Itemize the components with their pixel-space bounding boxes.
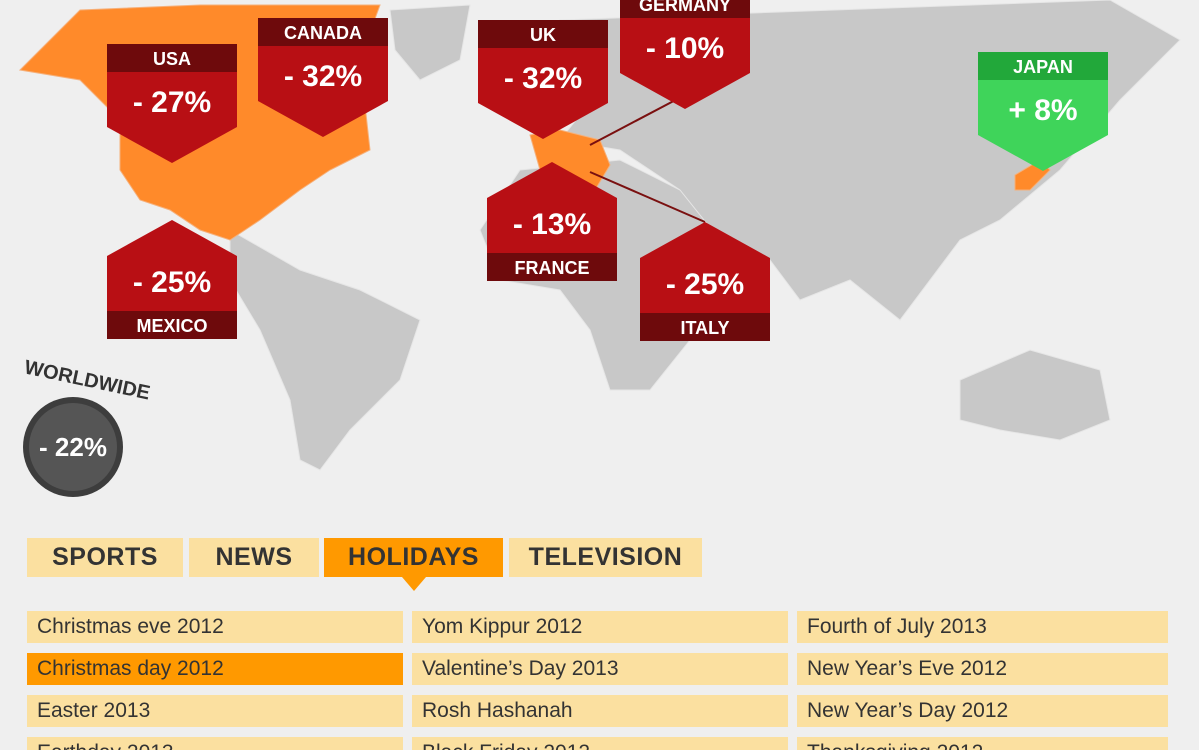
callout-body (478, 48, 608, 139)
list-item[interactable]: Thanksgiving 2012 (797, 737, 1168, 750)
list-item[interactable]: Valentine’s Day 2013 (412, 653, 788, 685)
callout: USA - 27% (107, 44, 237, 163)
callout-body (640, 222, 770, 313)
callout-label-bar (107, 311, 237, 339)
callout: GERMANY - 10% (620, 0, 750, 109)
callout: UK - 32% (478, 20, 608, 139)
tab[interactable]: NEWS (189, 538, 319, 577)
callout-body (107, 72, 237, 163)
list-item[interactable]: Yom Kippur 2012 (412, 611, 788, 643)
worldwide-label: WORLDWIDE (22, 356, 152, 404)
australia (959, 349, 1111, 441)
list-item[interactable]: Easter 2013 (27, 695, 403, 727)
country-name: FRANCE (515, 258, 590, 278)
percent-change: + 8% (1008, 94, 1077, 127)
list-item[interactable]: Black Friday 2012 (412, 737, 788, 750)
holiday-list: Christmas eve 2012 Yom Kippur 2012 Fourth … (0, 600, 1199, 750)
greenland (389, 4, 471, 81)
list-item[interactable]: New Year’s Eve 2012 (797, 653, 1168, 685)
callout-label-bar (620, 0, 750, 18)
connector-lines (589, 94, 706, 223)
percent-change: - 32% (504, 62, 582, 95)
tab[interactable]: TELEVISION (509, 538, 702, 577)
country-name: CANADA (284, 23, 362, 43)
callout-label-bar (107, 44, 237, 72)
country-name: USA (153, 49, 191, 69)
country-name: MEXICO (136, 316, 207, 336)
callout: ITALY - 25% (640, 222, 770, 341)
callout: CANADA - 32% (258, 18, 388, 137)
callouts: USA - 27% CANADA - 32% UK - 32% GERMANY - 10% JA… (107, 0, 1108, 341)
list-item[interactable]: Rosh Hashanah (412, 695, 788, 727)
country-name: UK (530, 25, 556, 45)
callout-body (487, 162, 617, 253)
country-name: ITALY (680, 318, 729, 338)
callout-body (978, 80, 1108, 171)
percent-change: - 10% (646, 32, 724, 65)
callout-label-bar (258, 18, 388, 46)
callout: JAPAN + 8% (978, 52, 1108, 171)
list-item[interactable]: Fourth of July 2013 (797, 611, 1168, 643)
callout-label-bar (487, 253, 617, 281)
list-item[interactable]: New Year’s Day 2012 (797, 695, 1168, 727)
worldwide-badge: WORLDWIDE - 22% (22, 356, 152, 497)
connector (589, 171, 706, 223)
callout-label-bar (640, 313, 770, 341)
badge-inner (29, 403, 117, 491)
callout: FRANCE - 13% (487, 162, 617, 281)
list-item[interactable]: Christmas day 2012 (27, 653, 403, 685)
percent-change: - 25% (666, 268, 744, 301)
tab[interactable]: SPORTS (27, 538, 183, 577)
country-name: JAPAN (1013, 57, 1073, 77)
percent-change: - 27% (133, 86, 211, 119)
callout-body (620, 18, 750, 109)
callout-body (258, 46, 388, 137)
callout-body (107, 220, 237, 311)
percent-change: - 32% (284, 60, 362, 93)
callout-label-bar (478, 20, 608, 48)
south-america (229, 229, 421, 471)
callout-label-bar (978, 52, 1108, 80)
callout: MEXICO - 25% (107, 220, 237, 339)
worldwide-change: - 22% (39, 432, 107, 462)
tab[interactable]: HOLIDAYS (324, 538, 503, 591)
world-map: USA - 27% CANADA - 32% UK - 32% GERMANY - 10% JA… (18, 0, 1181, 497)
list-item[interactable]: Earthday 2013 (27, 737, 403, 750)
percent-change: - 13% (513, 208, 591, 241)
country-name: GERMANY (639, 0, 731, 15)
connector (589, 94, 686, 146)
percent-change: - 25% (133, 266, 211, 299)
list-item[interactable]: Christmas eve 2012 (27, 611, 403, 643)
